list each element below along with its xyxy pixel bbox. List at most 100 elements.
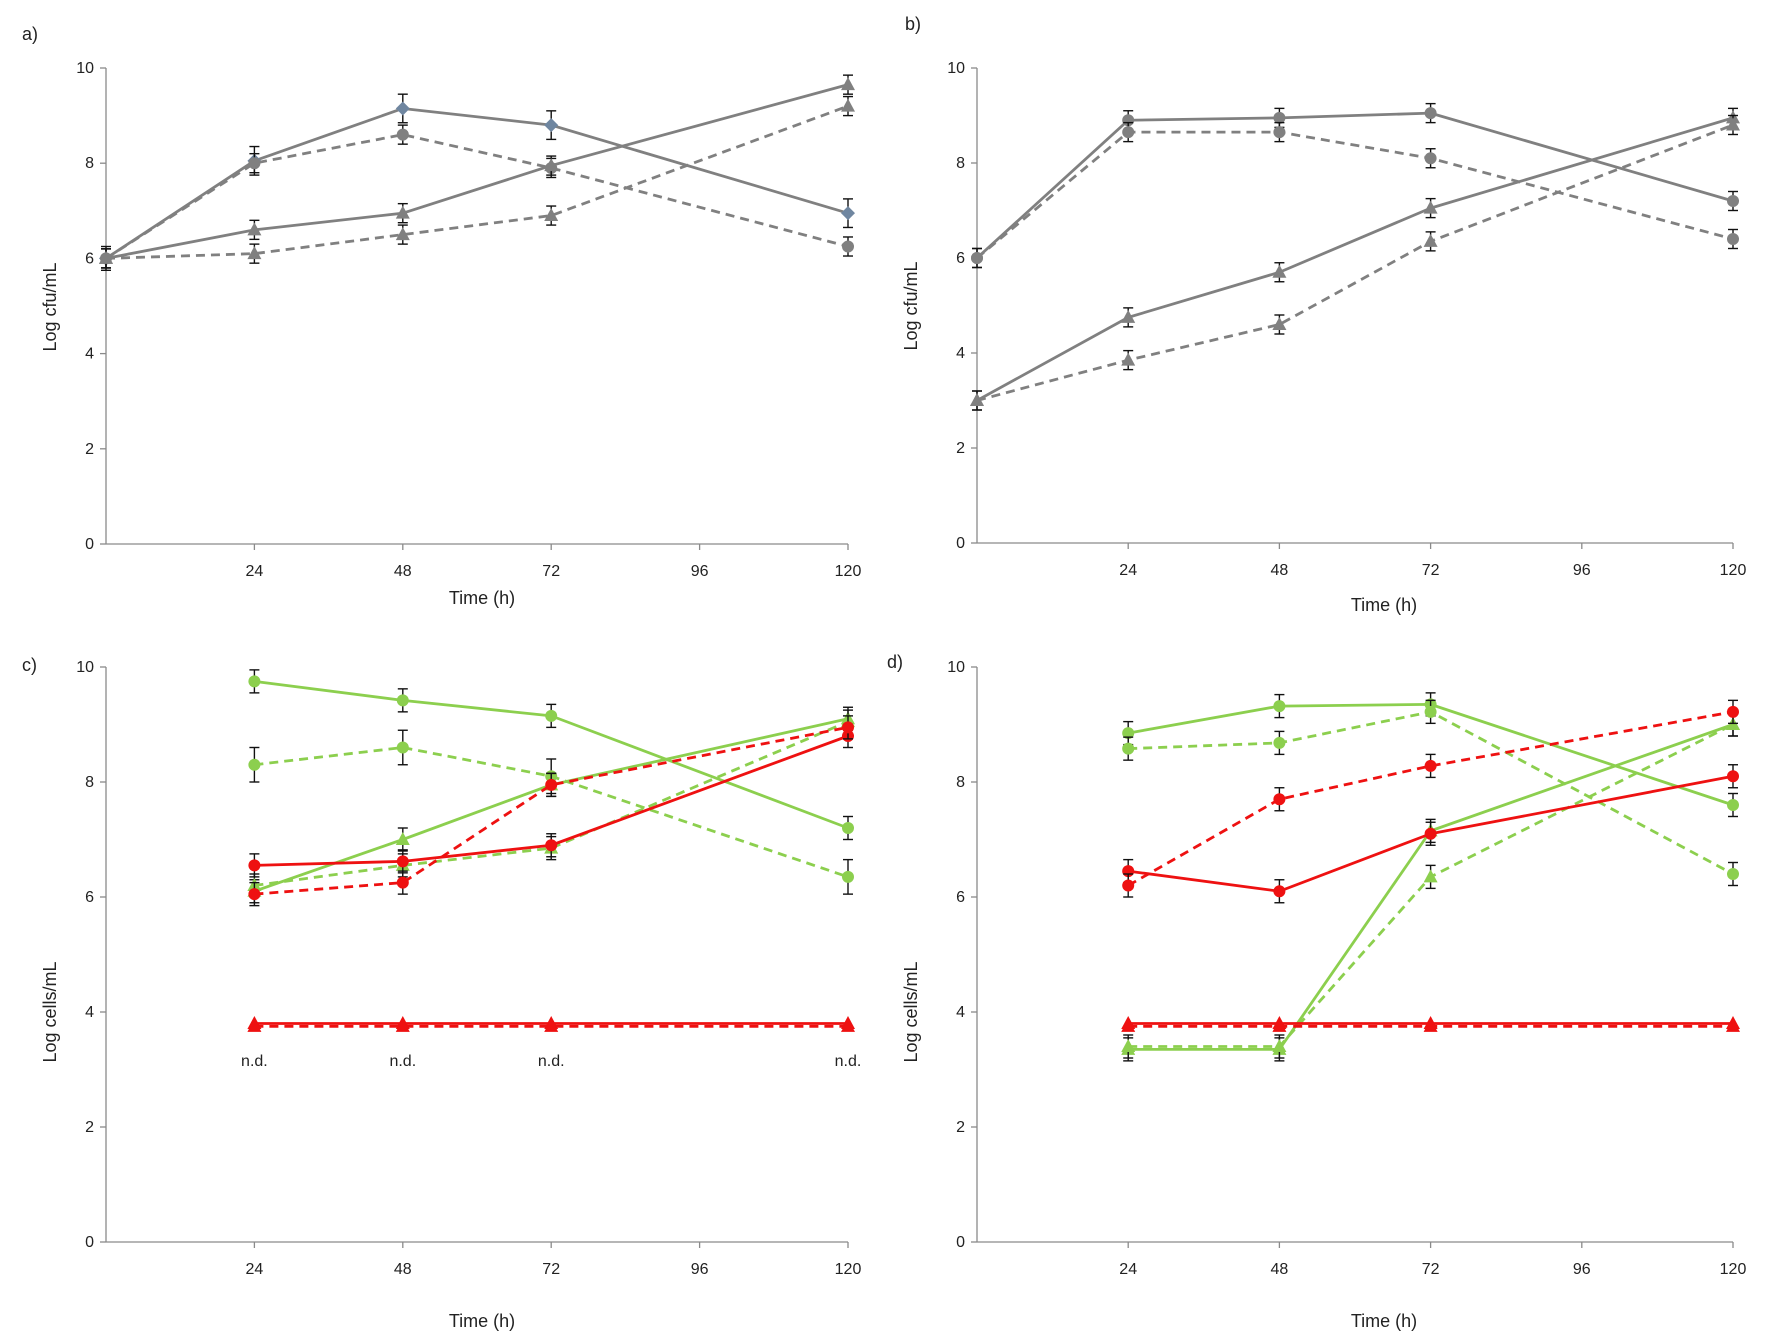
panel-d-x-tick-label: 96	[1573, 1261, 1591, 1278]
panel-d-data-point	[1424, 705, 1437, 718]
panel-c-y-tick-label: 6	[85, 889, 94, 906]
panel-a-data-point	[842, 240, 854, 253]
panel-c-series-green-solid-circle	[248, 669, 854, 841]
panel-c-data-point	[396, 694, 409, 707]
panel-b-x-tick-label: 96	[1573, 562, 1591, 579]
panel-d-data-point	[1273, 793, 1286, 806]
panel-d-data-point	[1122, 879, 1135, 892]
panel-d-series-red-dashed-circle	[1122, 699, 1739, 898]
panel-d-x-tick-label: 24	[1119, 1261, 1137, 1278]
panel-a-data-point	[99, 250, 113, 264]
panel-a-data-point	[841, 98, 855, 112]
panel-d-data-point	[1122, 727, 1135, 740]
panel-c-x-axis-title: Time (h)	[449, 1311, 515, 1331]
panel-b-data-point	[1727, 195, 1739, 207]
panel-d-data-point	[1273, 885, 1286, 898]
panel-c-data-point	[842, 822, 854, 834]
panel-a-y-tick-label: 0	[85, 536, 94, 553]
panel-d-data-point	[1122, 742, 1135, 755]
panel-b-data-point	[1272, 264, 1287, 278]
panel-b-series-line	[976, 123, 1734, 402]
panel-b-data-point	[1122, 126, 1135, 139]
panel-b-data-point	[1726, 117, 1740, 131]
panel-d-y-axis-title: Log cells/mL	[901, 961, 921, 1062]
panel-b-data-point	[1424, 107, 1437, 120]
panel-a-data-point	[544, 158, 559, 172]
panel-b-data-point	[970, 393, 984, 406]
panel-a-x-tick-label: 96	[691, 563, 709, 580]
panel-b-y-tick-label: 2	[956, 440, 965, 457]
panel-a-y-tick-label: 8	[85, 155, 94, 172]
panel-a-data-point	[248, 157, 261, 170]
panel-d-data-point	[1272, 1018, 1287, 1032]
panel-a-x-tick-label: 24	[246, 563, 264, 580]
panel-a-y-tick-label: 10	[76, 60, 94, 77]
panel-c-data-point	[841, 1018, 855, 1032]
panel-c-data-point	[842, 870, 854, 883]
panel-c-data-point	[248, 675, 261, 688]
panel-a-x-tick-label: 72	[542, 563, 560, 580]
panel-a-y-axis-title: Log cfu/mL	[40, 262, 60, 351]
panel-d-y-tick-label: 4	[956, 1004, 965, 1021]
panel-c-data-point	[247, 1018, 262, 1032]
panel-c-data-point	[396, 855, 409, 868]
panel-d-y-tick-label: 2	[956, 1119, 965, 1136]
panel-b-data-point	[1273, 126, 1286, 139]
panel-a-data-point	[395, 227, 410, 241]
panel-c-nd-label: n.d.	[241, 1053, 268, 1070]
panel-c-nd-label: n.d.	[389, 1053, 416, 1070]
panel-d-data-point	[1727, 799, 1739, 811]
panel-b-data-point	[1727, 233, 1739, 245]
panel-a-data-point	[247, 222, 262, 236]
panel-c-data-point	[248, 859, 261, 872]
panel-b-data-point	[1423, 233, 1438, 247]
panel-c-series-line	[253, 717, 849, 893]
panel-d-data-point	[1121, 1018, 1136, 1032]
panel-a-series-line	[105, 104, 849, 260]
panel-d-x-tick-label: 72	[1422, 1261, 1440, 1278]
panel-d-series-line	[1128, 774, 1734, 893]
panel-a-data-point	[247, 246, 262, 260]
panel-b-data-point	[1272, 317, 1287, 330]
panel-c-data-point	[396, 876, 409, 889]
panel-b-data-point	[971, 252, 983, 264]
panel-b-data-point	[1423, 200, 1438, 214]
panel-b-y-tick-label: 8	[956, 155, 965, 172]
panel-c-data-point	[544, 1018, 559, 1032]
panel-c-y-tick-label: 8	[85, 774, 94, 791]
panel-a-y-tick-label: 6	[85, 250, 94, 267]
panel-d-series-line	[1127, 710, 1734, 887]
panel-c-data-point	[395, 1018, 410, 1032]
panel-b-y-tick-label: 6	[956, 250, 965, 267]
panel-a-data-point	[841, 206, 855, 221]
panel-c-x-tick-label: 48	[394, 1261, 412, 1278]
panel-d-series-red-dashed-triangle	[1121, 1018, 1740, 1032]
panel-b-data-point	[1121, 352, 1136, 366]
panel-a-data-point	[395, 101, 410, 116]
panel-d-y-tick-label: 6	[956, 889, 965, 906]
panel-c-nd-label: n.d.	[538, 1053, 565, 1070]
panel-d-x-tick-label: 48	[1271, 1261, 1289, 1278]
panel-d-data-point	[1273, 700, 1286, 713]
panel-a-x-axis-title: Time (h)	[449, 588, 515, 608]
panel-c-data-point	[395, 832, 410, 845]
panel-c-y-axis-title: Log cells/mL	[40, 961, 60, 1062]
panel-c-x-tick-label: 96	[691, 1261, 709, 1278]
panel-d-data-point	[1121, 1039, 1136, 1052]
panel-b-data-point	[1273, 111, 1286, 124]
panel-a-label: a)	[22, 24, 38, 44]
panel-c-y-tick-label: 4	[85, 1004, 94, 1021]
panel-a-x-tick-label: 120	[835, 563, 862, 580]
panel-c-data-point	[396, 741, 409, 754]
panel-d-series-green-dashed-circle	[1122, 699, 1739, 887]
panel-d-series-line	[1128, 710, 1734, 876]
panel-b-x-tick-label: 120	[1720, 562, 1747, 579]
panel-a-series-series-4	[99, 95, 855, 269]
panel-d-data-point	[1423, 869, 1438, 883]
panel-b-x-tick-label: 24	[1119, 562, 1137, 579]
panel-b-y-tick-label: 4	[956, 345, 965, 362]
